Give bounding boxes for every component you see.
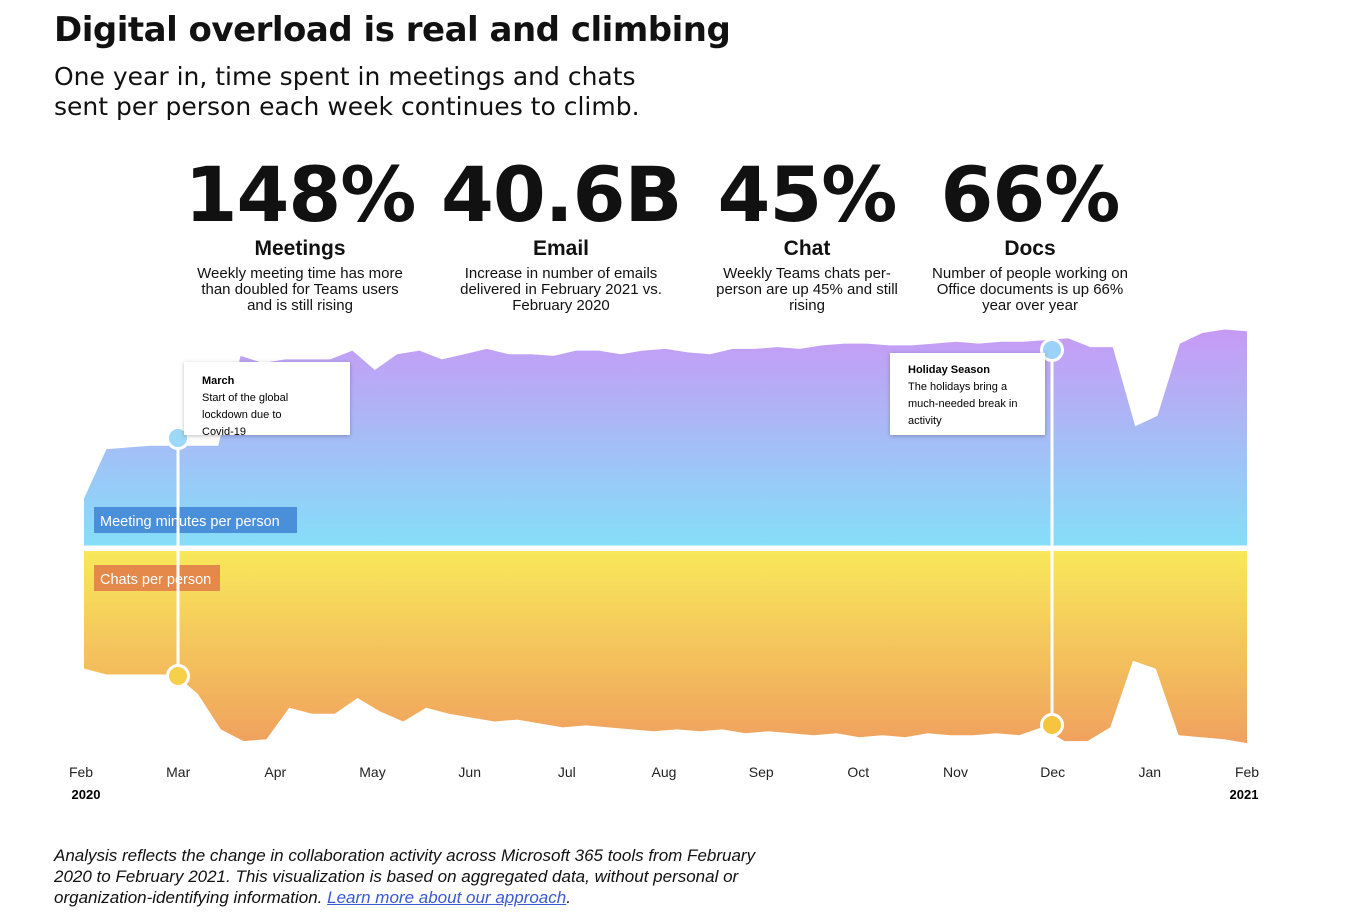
annotation-box	[890, 353, 1045, 435]
x-tick-label: Apr	[264, 764, 286, 780]
annotation-text: Start of the global lockdown due to Covid…	[202, 392, 291, 438]
stat-description: Weekly Teams chats per-person are up 45%…	[716, 265, 898, 314]
annotation-text: The holidays bring a much-needed break i…	[908, 381, 1017, 427]
x-tick-label: Jun	[458, 764, 481, 780]
x-tick-label: Feb	[1235, 764, 1259, 780]
x-tick-label: Dec	[1040, 764, 1065, 780]
x-axis: Feb Mar Apr May Jun Jul Aug Sep Oct Nov Dec Jan Feb	[69, 764, 1259, 780]
annotation-box	[184, 362, 350, 435]
march-annotation: March Start of the global lockdown due t…	[184, 362, 350, 438]
stat-meetings: 148% Meetings Weekly meeting time has mo…	[180, 150, 420, 314]
series-label-chats: Chats per person	[94, 565, 220, 591]
year-label-start: 2020	[72, 787, 101, 802]
holiday-annotation: Holiday Season The holidays bring a much…	[890, 353, 1045, 435]
x-tick-label: May	[359, 764, 385, 780]
series-label-background	[94, 565, 220, 591]
footnote-end: .	[566, 888, 571, 907]
stat-label: Meetings	[254, 237, 346, 260]
stat-email: 40.6B Email Increase in number of emails…	[441, 150, 682, 314]
stat-label: Email	[532, 237, 590, 260]
series-label-text: Chats per person	[100, 572, 211, 588]
series-label-background	[94, 507, 297, 533]
chats-area	[84, 551, 1247, 744]
x-tick-label: Jan	[1139, 764, 1162, 780]
stat-value: 66%	[940, 150, 1121, 239]
x-tick-label: Feb	[69, 764, 93, 780]
march-chats-marker[interactable]	[166, 664, 190, 688]
learn-more-link[interactable]: Learn more about our approach	[327, 888, 567, 907]
x-tick-label: Mar	[166, 764, 190, 780]
holiday-meetings-marker[interactable]	[1040, 338, 1064, 362]
stat-description: Number of people working on Office docum…	[932, 265, 1128, 314]
stat-chat: 45% Chat Weekly Teams chats per-person a…	[687, 150, 927, 314]
x-tick-label: Jul	[558, 764, 576, 780]
page-title: Digital overload is real and climbing	[54, 10, 731, 50]
stat-label: Chat	[783, 237, 831, 260]
year-label-end: 2021	[1230, 787, 1259, 802]
march-meetings-marker[interactable]	[166, 426, 190, 450]
stat-description: Increase in number of emails delivered i…	[460, 265, 662, 314]
footnote-text: Analysis reflects the change in collabor…	[54, 846, 756, 907]
stat-docs: 66% Docs Number of people working on Off…	[910, 150, 1150, 314]
holiday-chats-marker[interactable]	[1040, 713, 1064, 737]
page-subtitle: One year in, time spent in meetings and …	[54, 62, 640, 121]
series-label-text: Meeting minutes per person	[100, 514, 280, 530]
x-tick-label: Nov	[943, 764, 968, 780]
annotation-title: Holiday Season	[908, 364, 990, 376]
footnote: Analysis reflects the change in collabor…	[54, 845, 764, 908]
x-tick-label: Oct	[847, 764, 869, 780]
annotation-title: March	[202, 375, 235, 387]
x-tick-label: Aug	[652, 764, 677, 780]
x-tick-label: Sep	[749, 764, 774, 780]
stat-value: 45%	[717, 150, 898, 239]
stat-value: 148%	[184, 150, 417, 239]
series-label-meetings: Meeting minutes per person	[94, 507, 297, 533]
stat-value: 40.6B	[441, 150, 682, 239]
stat-label: Docs	[1004, 237, 1056, 260]
stat-description: Weekly meeting time has more than double…	[197, 265, 403, 314]
